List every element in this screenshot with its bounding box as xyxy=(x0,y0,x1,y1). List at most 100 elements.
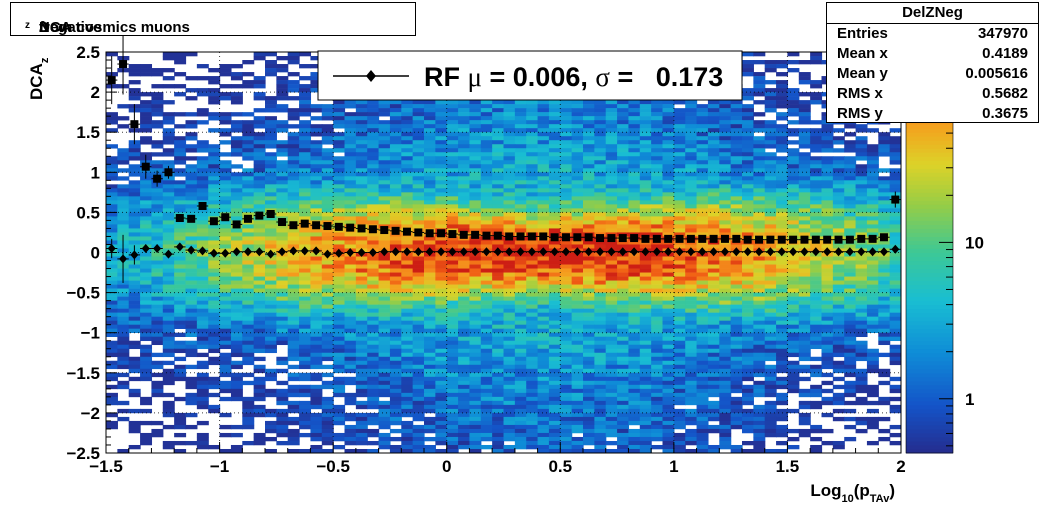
heatmap-cell xyxy=(583,356,595,362)
heatmap-cell xyxy=(707,136,720,141)
heatmap-cell xyxy=(412,308,425,313)
heatmap-cell xyxy=(344,160,357,165)
heatmap-cell xyxy=(514,188,527,193)
heatmap-cell xyxy=(389,152,402,157)
heatmap-cell xyxy=(378,100,391,105)
heatmap-cell xyxy=(719,200,732,205)
heatmap-cell xyxy=(639,176,652,181)
heatmap-cell xyxy=(753,204,766,209)
heatmap-cell xyxy=(719,268,732,273)
heatmap-cell xyxy=(230,236,243,241)
heatmap-cell xyxy=(628,296,641,301)
heatmap-cell xyxy=(128,192,141,197)
heatmap-cell xyxy=(617,160,630,165)
heatmap-cell xyxy=(287,208,300,213)
heatmap-cell xyxy=(412,192,425,197)
heatmap-cell xyxy=(401,300,414,305)
heatmap-cell xyxy=(742,52,754,57)
heatmap-cell xyxy=(185,168,198,173)
heatmap-cell xyxy=(787,132,800,137)
heatmap-cell xyxy=(889,280,901,285)
heatmap-cell xyxy=(276,68,289,73)
heatmap-cell xyxy=(707,176,720,181)
heatmap-cell xyxy=(787,104,800,109)
heatmap-cell xyxy=(764,180,777,185)
heatmap-cell xyxy=(628,224,641,229)
heatmap-cell xyxy=(844,148,857,153)
heatmap-cell xyxy=(378,296,391,301)
heatmap-cell xyxy=(696,104,709,109)
heatmap-cell xyxy=(344,352,357,358)
heatmap-cell xyxy=(401,148,414,153)
heatmap-cell xyxy=(253,224,266,229)
heatmap-cell xyxy=(730,300,743,305)
heatmap-cell xyxy=(287,172,300,177)
heatmap-cell xyxy=(401,216,414,221)
heatmap-cell xyxy=(787,220,800,225)
heatmap-cell xyxy=(208,320,221,325)
heatmap-cell xyxy=(230,348,243,354)
heatmap-cell xyxy=(548,100,561,105)
heatmap-cell xyxy=(355,276,368,281)
heatmap-cell xyxy=(446,120,459,125)
heatmap-cell xyxy=(571,124,584,129)
heatmap-cell xyxy=(276,152,289,157)
heatmap-cell xyxy=(230,212,243,217)
heatmap-cell xyxy=(866,244,879,249)
heatmap-cell xyxy=(742,176,754,181)
heatmap-cell xyxy=(696,296,709,301)
heatmap-cell xyxy=(480,192,493,197)
heatmap-cell xyxy=(651,184,664,189)
heatmap-cell xyxy=(685,340,698,346)
heatmap-cell xyxy=(798,192,811,197)
heatmap-cell xyxy=(435,140,448,145)
heatmap-cell xyxy=(412,124,425,129)
heatmap-cell xyxy=(571,132,584,137)
heatmap-cell xyxy=(571,332,584,338)
heatmap-cell xyxy=(106,120,118,125)
heatmap-cell xyxy=(889,140,901,145)
heatmap-cell xyxy=(128,224,141,229)
heatmap-cell xyxy=(798,220,811,225)
heatmap-cell xyxy=(798,160,811,165)
heatmap-cell xyxy=(321,356,334,362)
heatmap-cell xyxy=(821,176,834,181)
heatmap-cell xyxy=(560,328,573,333)
heatmap-cell xyxy=(855,264,868,269)
heatmap-cell xyxy=(230,360,243,366)
heatmap-cell xyxy=(844,220,857,225)
heatmap-cell xyxy=(560,172,573,177)
heatmap-cell xyxy=(821,128,834,133)
heatmap-cell xyxy=(571,220,584,225)
heatmap-cell xyxy=(787,60,800,65)
heatmap-cell xyxy=(696,292,709,297)
heatmap-cell xyxy=(514,220,527,225)
heatmap-cell xyxy=(560,164,573,169)
heatmap-cell xyxy=(855,136,868,141)
heatmap-cell xyxy=(106,164,118,169)
heatmap-cell xyxy=(106,184,118,189)
heatmap-cell xyxy=(355,232,368,237)
heatmap-cell xyxy=(594,116,607,121)
heatmap-cell xyxy=(776,264,789,269)
heatmap-cell xyxy=(673,120,686,125)
heatmap-cell xyxy=(776,188,789,193)
heatmap-cell xyxy=(219,292,232,297)
heatmap-cell xyxy=(344,192,357,197)
heatmap-cell xyxy=(242,256,255,261)
heatmap-cell xyxy=(594,224,607,229)
heatmap-cell xyxy=(628,284,641,289)
heatmap-cell xyxy=(344,196,357,201)
heatmap-cell xyxy=(128,172,141,177)
heatmap-cell xyxy=(742,264,754,269)
heatmap-cell xyxy=(571,156,584,161)
heatmap-cell xyxy=(753,300,766,305)
heatmap-cell xyxy=(560,204,573,209)
heatmap-cell xyxy=(480,204,493,209)
heatmap-cell xyxy=(480,148,493,153)
heatmap-cell xyxy=(730,256,743,261)
heatmap-cell xyxy=(367,348,380,354)
heatmap-cell xyxy=(299,128,312,133)
heatmap-cell xyxy=(140,228,153,233)
heatmap-cell xyxy=(526,172,539,177)
